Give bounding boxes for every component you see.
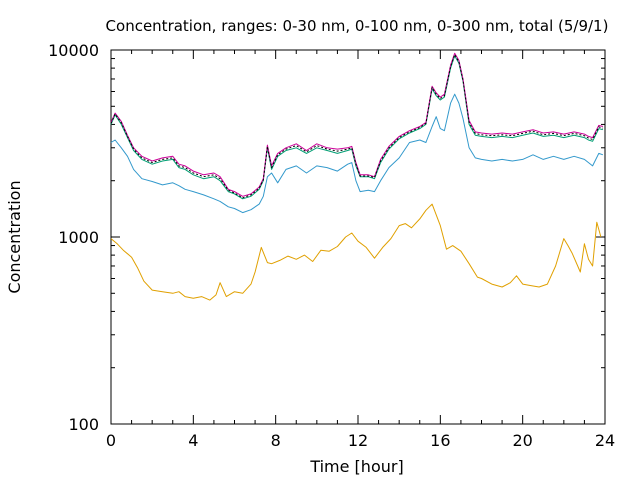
x-tick-label: 12 [348, 431, 368, 450]
x-tick-label: 8 [271, 431, 281, 450]
x-tick-label: 16 [430, 431, 450, 450]
y-tick-label: 1000 [58, 228, 99, 247]
x-tick-label: 24 [595, 431, 615, 450]
plot-frame [110, 49, 606, 425]
chart-title: Concentration, ranges: 0-30 nm, 0-100 nm… [106, 17, 609, 35]
x-tick-label: 20 [512, 431, 532, 450]
series-line-4 [110, 52, 604, 197]
series-line-3 [110, 55, 604, 200]
series-line-5 [110, 54, 604, 199]
y-tick-label: 100 [68, 415, 99, 434]
x-axis: 0 4 8 12 16 20 24 [106, 50, 615, 450]
y-tick-label: 10000 [48, 41, 99, 60]
series-line-2 [110, 93, 604, 214]
y-axis-label: Concentration [5, 180, 24, 293]
x-axis-label: Time [hour] [309, 457, 403, 476]
series-line-1 [110, 203, 602, 301]
x-tick-label: 4 [188, 431, 198, 450]
series-layer [110, 52, 604, 301]
x-tick-label: 0 [106, 431, 116, 450]
y-axis: 100 1000 10000 [48, 41, 605, 434]
